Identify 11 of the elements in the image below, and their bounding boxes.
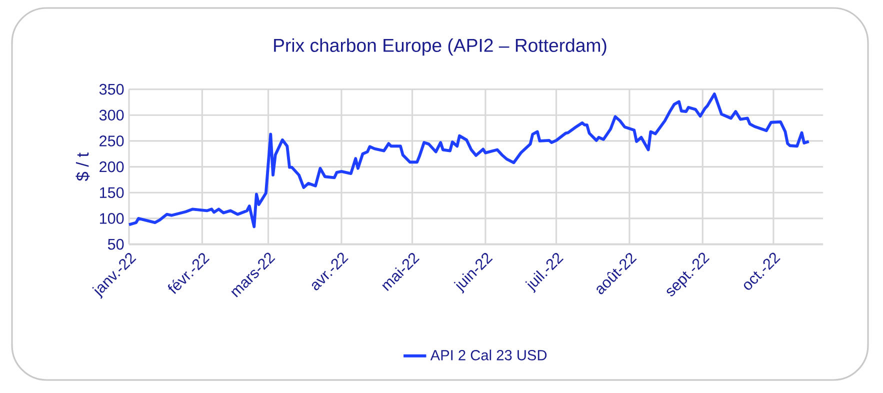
y-tick-label: 200	[100, 161, 124, 172]
y-tick-label: 300	[99, 110, 124, 121]
y-tick-label: 350	[99, 84, 124, 95]
y-tick-label: 100	[100, 213, 124, 224]
line-series	[128, 92, 810, 228]
y-axis-title: $ / t	[76, 152, 90, 182]
chart-title: Prix charbon Europe (API2 – Rotterdam)	[274, 38, 606, 56]
y-tick-label: 150	[100, 187, 124, 198]
legend-label: API 2 Cal 23 USD	[430, 350, 547, 360]
y-tick-label: 50	[108, 238, 124, 250]
y-tick-label: 250	[100, 136, 124, 146]
